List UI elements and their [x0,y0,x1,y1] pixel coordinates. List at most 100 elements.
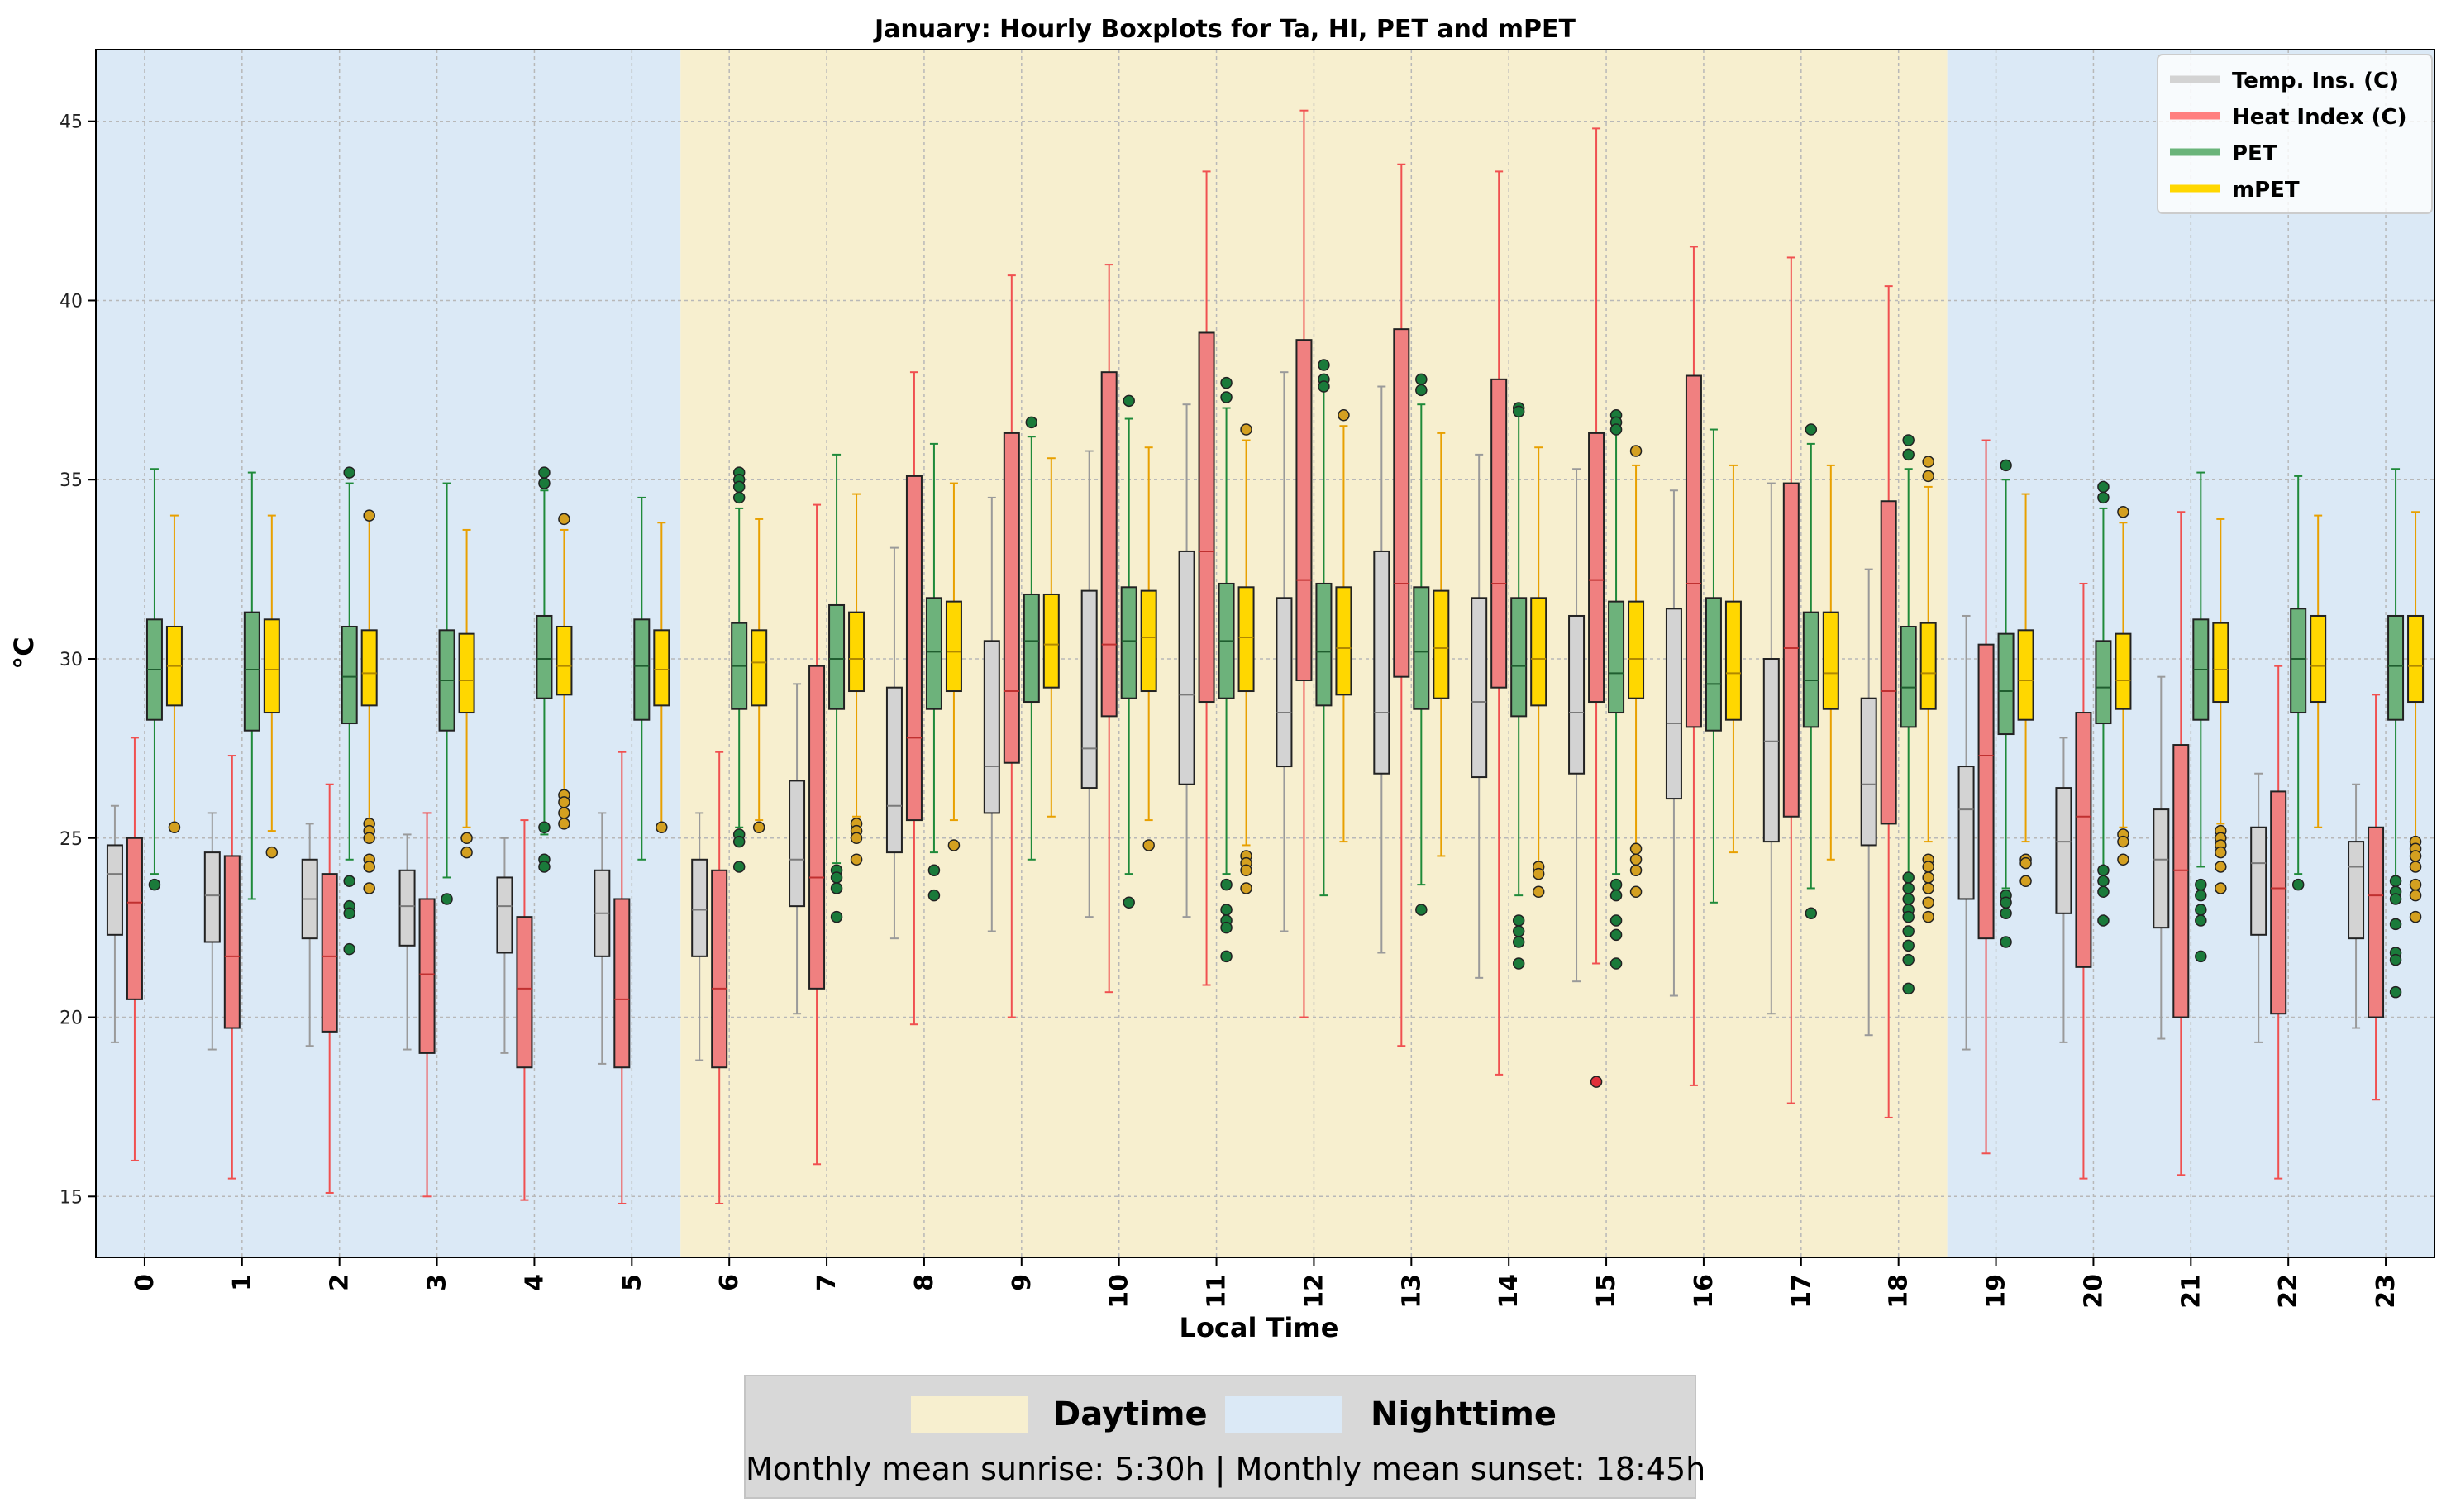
flier-point [1220,376,1233,389]
box-iqr [126,837,143,1000]
flier-point [1220,878,1233,891]
flier-point [2195,950,2207,963]
flier-point [1415,904,1428,916]
box-iqr [1140,589,1157,693]
box-temp-hour-15 [1568,468,1586,983]
flier-point [1902,925,1915,937]
flier-point [1512,936,1525,948]
sunrise-sunset-text: Monthly mean sunrise: 5:30h | Monthly me… [746,1451,1706,1487]
box-heat-index-hour-21 [2172,511,2190,1176]
box-temp-hour-19 [1957,614,1975,1051]
box-iqr [1997,632,2015,736]
flier-point [2215,882,2227,894]
box-heat-index-hour-8 [905,371,923,1026]
nighttime-band [96,50,681,1257]
box-iqr [360,629,378,707]
flier-point [363,861,375,873]
x-tick-label: 1 [228,1274,257,1291]
y-tick-label: 45 [60,112,83,133]
box-iqr [1568,614,1586,775]
box-iqr [1705,597,1722,732]
flier-point [2291,878,2305,891]
box-temp-hour-8 [885,546,903,940]
box-mpet-hour-15 [1628,445,1645,899]
box-iqr [711,869,728,1069]
box-heat-index-hour-10 [1100,264,1118,994]
box-pet-hour-12 [1315,359,1333,897]
daytime-swatch [911,1396,1028,1433]
legend-label-mpet: mPET [2232,178,2300,203]
flier-point [927,864,941,877]
box-iqr [1393,328,1410,678]
flier-point [2409,910,2422,923]
x-tick-label: 19 [1982,1274,2011,1309]
x-tick-label: 4 [520,1274,549,1291]
box-mpet-hour-19 [2017,493,2034,888]
box-iqr [1433,589,1450,699]
flier-point [558,796,570,808]
flier-point [1609,928,1623,942]
box-iqr [848,611,865,693]
plot-frame [95,49,2435,1258]
box-mpet-hour-21 [2212,518,2229,894]
box-temp-hour-7 [789,683,806,1015]
flier-point [558,513,570,526]
box-mpet-hour-10 [1140,446,1157,851]
x-tick-label: 11 [1203,1274,1232,1309]
box-iqr [2387,614,2405,721]
box-iqr [2172,744,2190,1018]
flier-point [1220,921,1233,934]
box-pet-hour-23 [2387,468,2405,999]
box-iqr [828,603,846,710]
flier-point [2000,896,2012,909]
x-tick-label: 22 [2274,1274,2303,1309]
flier-point [1512,914,1525,927]
box-heat-index-hour-1 [223,755,241,1180]
series-pet [145,359,2405,999]
box-iqr [418,898,436,1054]
flier-point [2000,459,2012,472]
flier-point [343,907,355,920]
box-iqr [1042,593,1060,689]
flier-point [1123,394,1135,408]
flier-point [148,878,161,891]
box-heat-index-hour-14 [1490,170,1508,1076]
flier-point [2117,506,2129,518]
flier-point [732,491,746,504]
flier-point [2195,904,2207,916]
box-heat-index-hour-5 [613,751,631,1204]
box-heat-index-hour-2 [321,783,338,1194]
x-tick-label: 21 [2177,1274,2205,1309]
box-iqr [633,618,651,721]
flier-point [1590,1076,1603,1088]
box-heat-index-hour-19 [1977,439,1995,1155]
box-pet-hour-21 [2192,471,2210,963]
box-iqr [905,475,923,822]
flier-point [1220,391,1233,403]
box-mpet-hour-5 [653,522,670,834]
flier-point [363,882,375,894]
box-iqr [2017,629,2034,721]
box-iqr [1237,586,1255,693]
box-iqr [945,600,962,693]
flier-point [1629,885,1643,899]
flier-point [2117,835,2129,848]
box-temp-hour-13 [1373,385,1390,954]
box-mpet-hour-1 [263,514,280,859]
flier-point [1629,445,1643,457]
y-axis-label: °C [8,637,40,669]
box-iqr [203,851,221,943]
box-mpet-hour-0 [165,514,183,834]
box-pet-hour-17 [1802,423,1819,920]
box-iqr [2310,614,2327,704]
flier-point [656,821,668,834]
box-heat-index-hour-15 [1588,127,1605,1088]
box-mpet-hour-3 [458,528,475,859]
box-temp-hour-0 [106,804,123,1043]
flier-point [441,893,453,905]
legend-label-temp: Temp. Ins. (C) [2232,69,2399,93]
box-iqr [1373,550,1390,775]
flier-point [1629,864,1643,877]
box-pet-hour-18 [1900,434,1917,995]
